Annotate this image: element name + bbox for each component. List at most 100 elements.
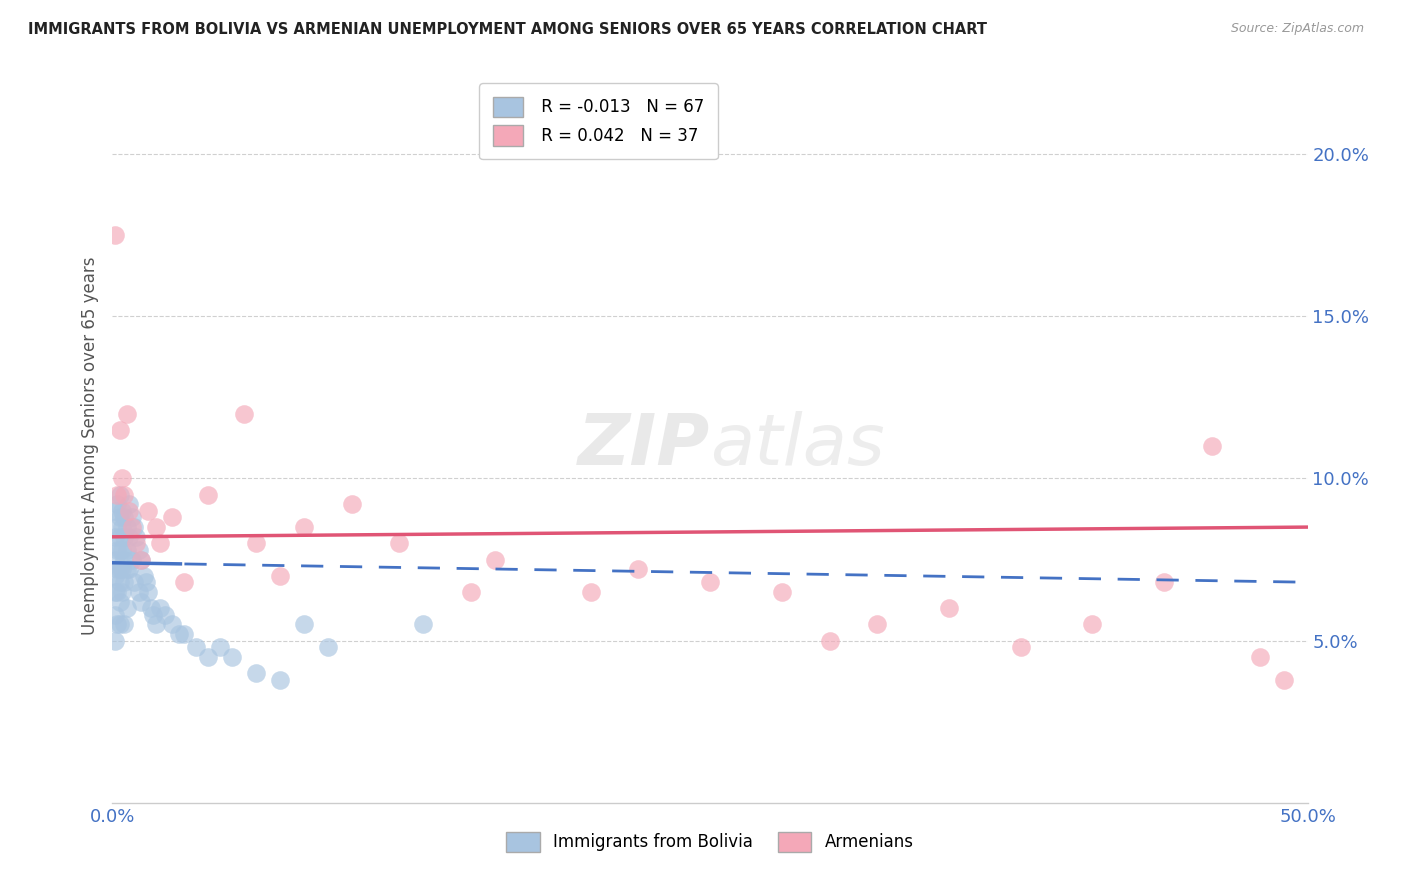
Text: ZIP: ZIP bbox=[578, 411, 710, 481]
Point bbox=[388, 536, 411, 550]
Point bbox=[104, 228, 127, 243]
Point bbox=[104, 504, 127, 518]
Point bbox=[186, 640, 208, 654]
Point bbox=[108, 510, 131, 524]
Point bbox=[292, 617, 315, 632]
Point bbox=[139, 601, 162, 615]
Point bbox=[111, 585, 134, 599]
Point bbox=[122, 520, 145, 534]
Point bbox=[121, 510, 143, 524]
Point bbox=[197, 649, 219, 664]
Point bbox=[114, 552, 135, 566]
Point bbox=[114, 617, 135, 632]
Point bbox=[938, 601, 960, 615]
Point bbox=[149, 601, 172, 615]
Point bbox=[128, 585, 150, 599]
Point bbox=[115, 601, 138, 615]
Point bbox=[114, 488, 135, 502]
Point bbox=[114, 530, 135, 544]
Point bbox=[169, 627, 191, 641]
Point bbox=[115, 407, 138, 421]
Text: Source: ZipAtlas.com: Source: ZipAtlas.com bbox=[1230, 22, 1364, 36]
Point bbox=[162, 510, 183, 524]
Point bbox=[122, 575, 145, 590]
Point bbox=[108, 562, 131, 576]
Point bbox=[121, 520, 143, 534]
Point bbox=[292, 520, 315, 534]
Point bbox=[818, 633, 841, 648]
Point bbox=[1010, 640, 1032, 654]
Point bbox=[460, 585, 482, 599]
Point bbox=[114, 510, 135, 524]
Point bbox=[484, 552, 506, 566]
Point bbox=[627, 562, 650, 576]
Point bbox=[138, 504, 160, 518]
Point bbox=[111, 471, 134, 485]
Point bbox=[138, 585, 160, 599]
Point bbox=[149, 536, 172, 550]
Point bbox=[125, 530, 148, 544]
Point bbox=[105, 617, 128, 632]
Point bbox=[121, 552, 143, 566]
Point bbox=[105, 520, 128, 534]
Point bbox=[104, 552, 127, 566]
Point bbox=[142, 607, 165, 622]
Point bbox=[129, 552, 152, 566]
Point bbox=[115, 562, 138, 576]
Point bbox=[125, 536, 148, 550]
Point bbox=[105, 562, 128, 576]
Point bbox=[1272, 673, 1295, 687]
Point bbox=[132, 568, 155, 582]
Point bbox=[316, 640, 339, 654]
Text: atlas: atlas bbox=[710, 411, 884, 481]
Point bbox=[111, 504, 134, 518]
Text: IMMIGRANTS FROM BOLIVIA VS ARMENIAN UNEMPLOYMENT AMONG SENIORS OVER 65 YEARS COR: IMMIGRANTS FROM BOLIVIA VS ARMENIAN UNEM… bbox=[28, 22, 987, 37]
Point bbox=[118, 497, 141, 511]
Point bbox=[105, 542, 128, 557]
Point bbox=[1081, 617, 1104, 632]
Point bbox=[108, 617, 131, 632]
Point bbox=[108, 542, 131, 557]
Legend: Immigrants from Bolivia, Armenians: Immigrants from Bolivia, Armenians bbox=[499, 825, 921, 859]
Point bbox=[145, 617, 167, 632]
Point bbox=[105, 585, 128, 599]
Point bbox=[104, 607, 127, 622]
Point bbox=[173, 627, 195, 641]
Point bbox=[1249, 649, 1271, 664]
Point bbox=[770, 585, 793, 599]
Point bbox=[129, 552, 152, 566]
Point bbox=[118, 530, 141, 544]
Point bbox=[162, 617, 183, 632]
Point bbox=[135, 575, 157, 590]
Point bbox=[104, 530, 127, 544]
Point bbox=[269, 568, 291, 582]
Point bbox=[111, 562, 134, 576]
Point bbox=[1153, 575, 1175, 590]
Point bbox=[108, 575, 131, 590]
Point bbox=[145, 520, 167, 534]
Point bbox=[269, 673, 291, 687]
Point bbox=[114, 575, 135, 590]
Point bbox=[128, 542, 150, 557]
Point bbox=[105, 497, 128, 511]
Point bbox=[197, 488, 219, 502]
Point bbox=[579, 585, 602, 599]
Point bbox=[221, 649, 243, 664]
Point bbox=[115, 520, 138, 534]
Point bbox=[1201, 439, 1223, 453]
Point bbox=[108, 595, 131, 609]
Point bbox=[245, 666, 267, 681]
Point bbox=[153, 607, 176, 622]
Point bbox=[699, 575, 721, 590]
Point bbox=[108, 423, 131, 437]
Point bbox=[173, 575, 195, 590]
Y-axis label: Unemployment Among Seniors over 65 years: Unemployment Among Seniors over 65 years bbox=[80, 257, 98, 635]
Point bbox=[115, 542, 138, 557]
Point bbox=[118, 562, 141, 576]
Point bbox=[105, 488, 128, 502]
Point bbox=[104, 585, 127, 599]
Point bbox=[111, 520, 134, 534]
Point bbox=[118, 504, 141, 518]
Point bbox=[209, 640, 232, 654]
Point bbox=[111, 542, 134, 557]
